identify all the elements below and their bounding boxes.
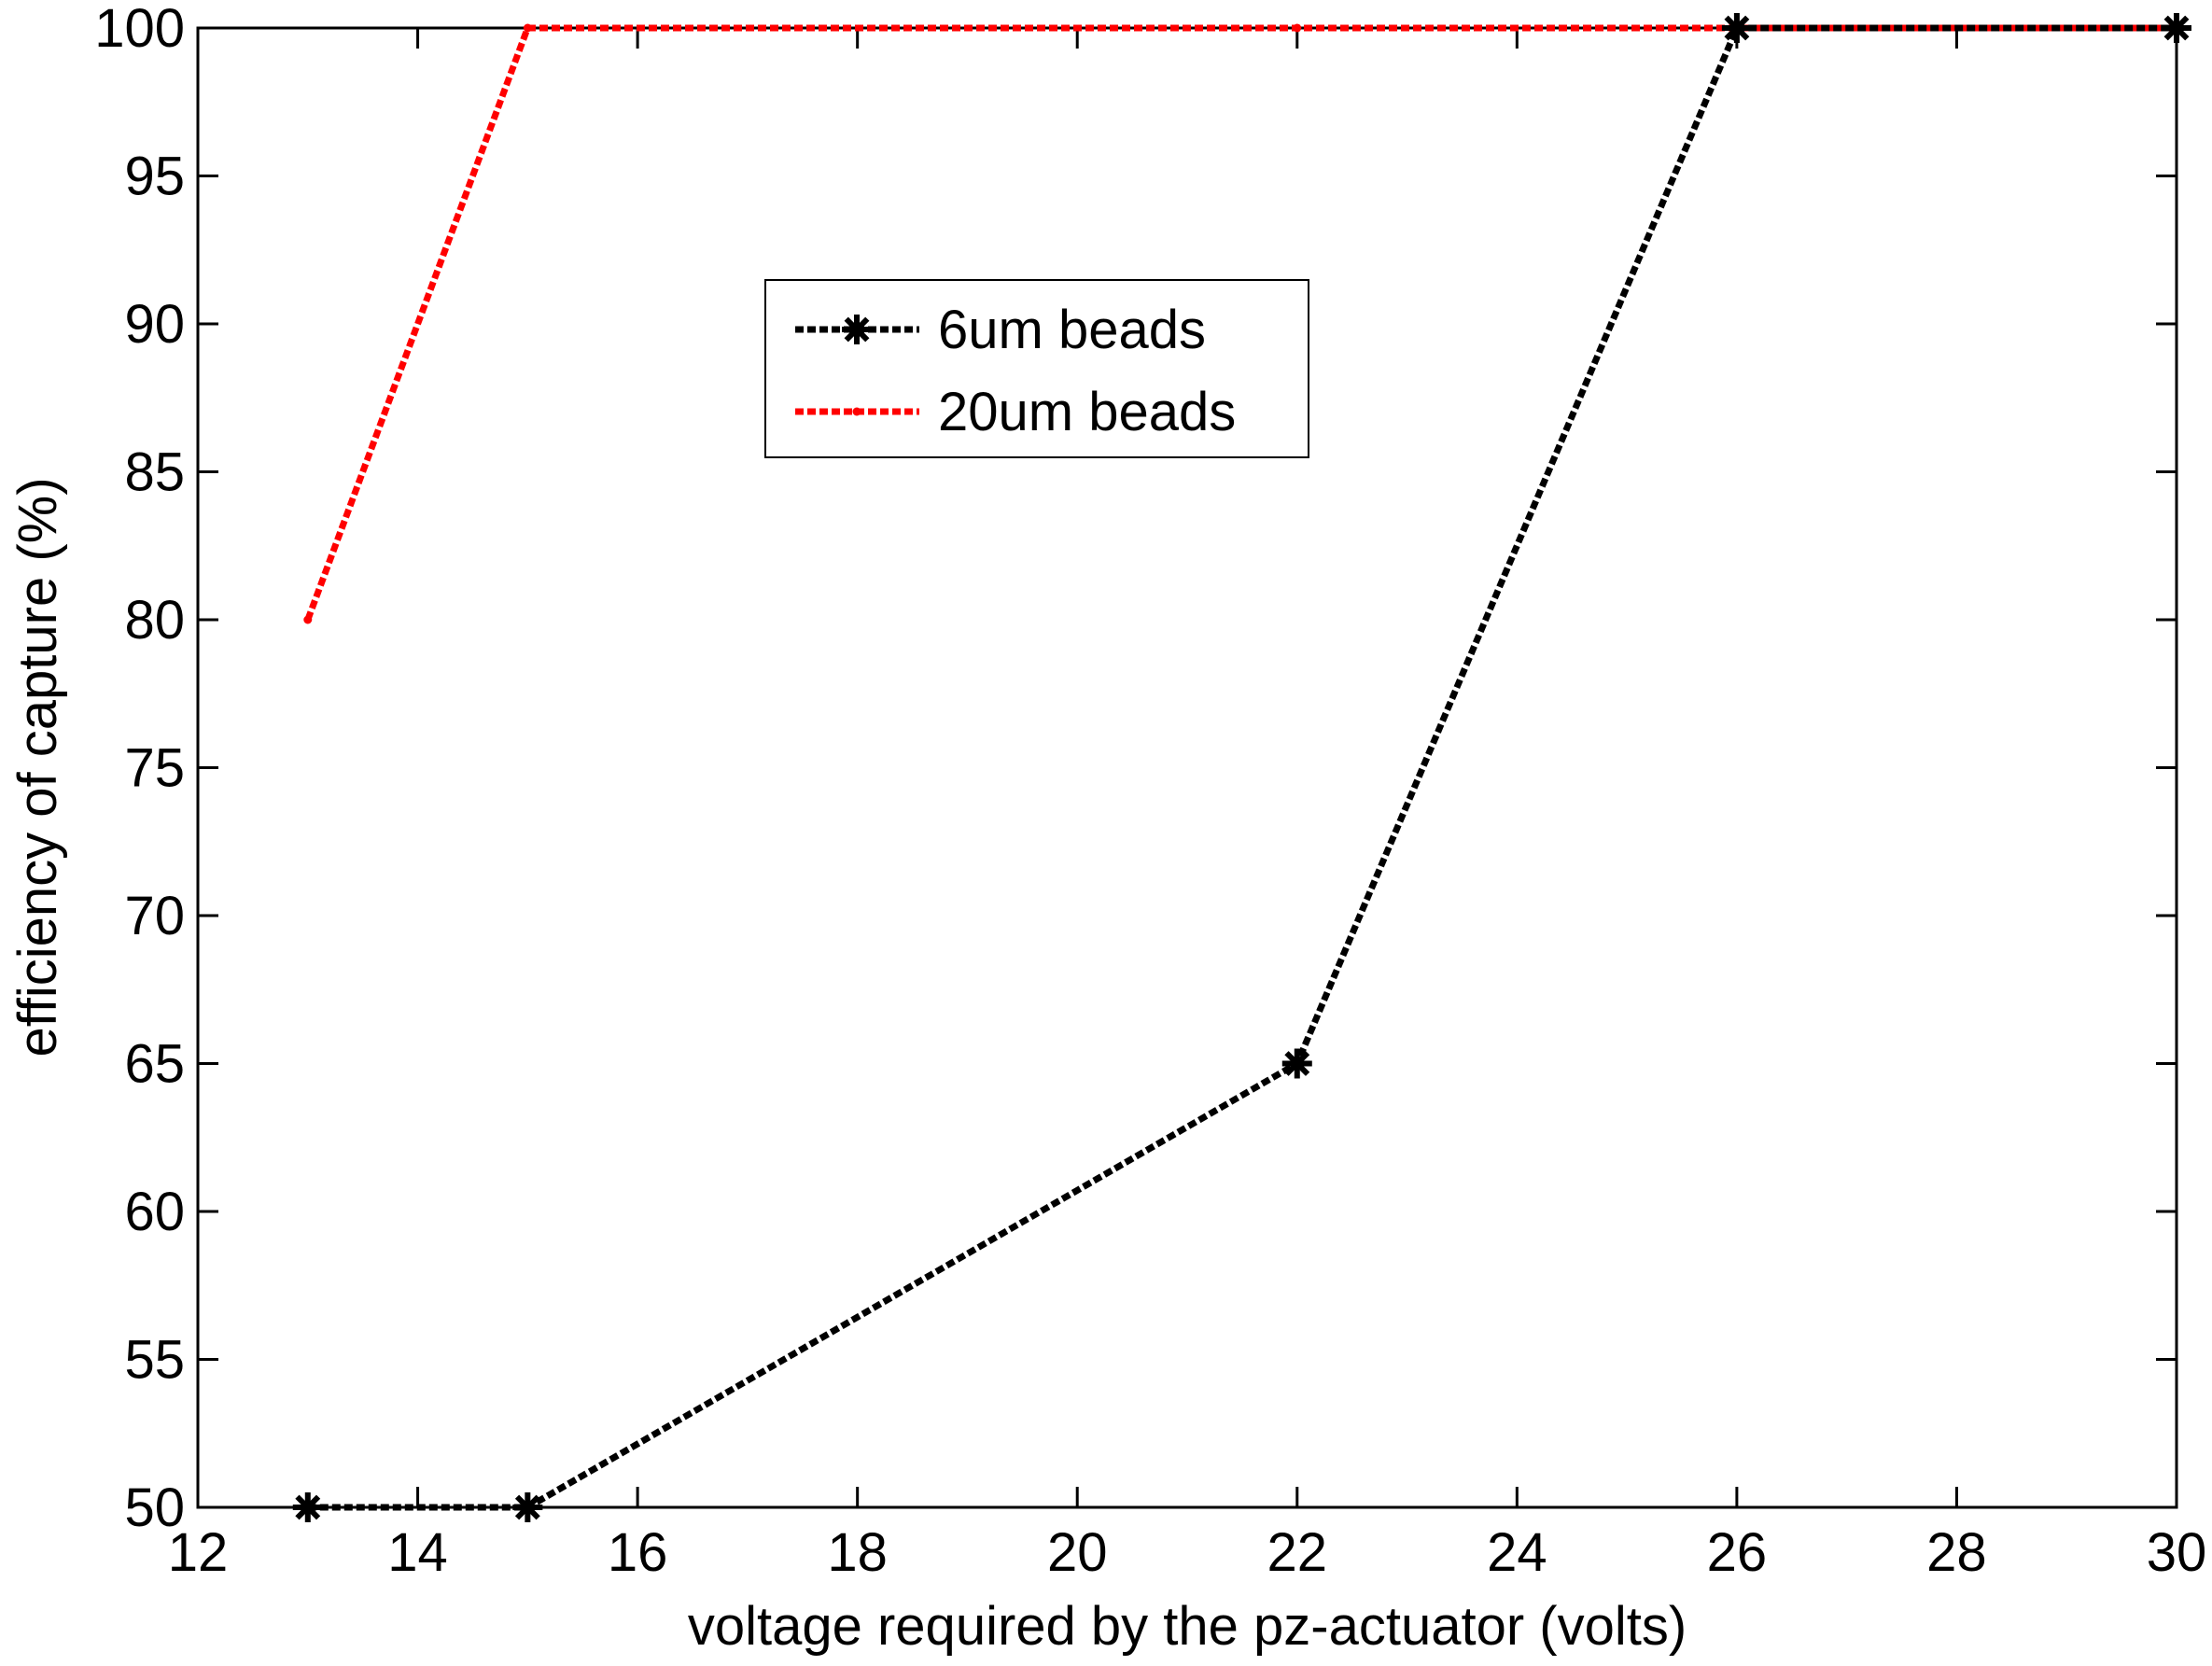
x-tick-label: 24 <box>1487 1522 1547 1583</box>
y-tick-label: 70 <box>124 886 185 946</box>
x-tick-label: 26 <box>1707 1522 1768 1583</box>
series-layer <box>292 13 2191 1522</box>
x-axis-label: voltage required by the pz-actuator (vol… <box>688 1596 1687 1657</box>
y-tick-label: 60 <box>124 1182 185 1242</box>
y-tick-label: 85 <box>124 442 185 503</box>
y-tick-label: 50 <box>124 1477 185 1538</box>
data-point-6um-beads <box>1721 13 1752 43</box>
y-tick-label: 80 <box>124 590 185 651</box>
y-tick-label: 90 <box>124 294 185 355</box>
legend-entries: 6um beads 20um beads <box>795 300 1236 442</box>
x-tick-label: 20 <box>1047 1522 1108 1583</box>
x-tick-label: 22 <box>1267 1522 1328 1583</box>
legend-label-20um-beads: 20um beads <box>938 382 1236 442</box>
y-axis-label: efficiency of capture (%) <box>7 477 68 1057</box>
y-tick-label: 95 <box>124 147 185 207</box>
x-tick-label: 14 <box>387 1522 448 1583</box>
x-tick-label: 18 <box>827 1522 888 1583</box>
y-tick-label: 100 <box>94 0 185 59</box>
data-point-20um-beads <box>1293 23 1302 33</box>
data-point-6um-beads <box>1281 1048 1312 1079</box>
y-tick-label: 75 <box>124 738 185 799</box>
y-tick-label: 55 <box>124 1330 185 1391</box>
x-axis-ticks: 12 14 16 18 20 22 24 26 28 30 <box>168 28 2207 1583</box>
plot-area <box>196 26 2178 1509</box>
data-point-20um-beads <box>523 23 532 33</box>
legend-label-6um-beads: 6um beads <box>938 300 1206 360</box>
legend-box <box>764 279 1309 458</box>
y-tick-label: 65 <box>124 1034 185 1095</box>
x-tick-label: 28 <box>1926 1522 1987 1583</box>
y-axis-ticks: 50 55 60 65 70 75 80 85 90 95 100 <box>94 0 2177 1538</box>
data-point-20um-beads <box>303 615 313 624</box>
data-point-6um-beads <box>512 1492 543 1522</box>
data-point-6um-beads <box>292 1492 323 1522</box>
legend-marker-6um-beads <box>842 315 872 344</box>
x-tick-label: 12 <box>168 1522 229 1583</box>
legend-marker-20um-beads <box>852 407 861 416</box>
legend: 6um beads 20um beads <box>764 279 1309 458</box>
x-tick-label: 16 <box>608 1522 668 1583</box>
x-tick-label: 30 <box>2147 1522 2207 1583</box>
data-point-6um-beads <box>2162 13 2191 43</box>
